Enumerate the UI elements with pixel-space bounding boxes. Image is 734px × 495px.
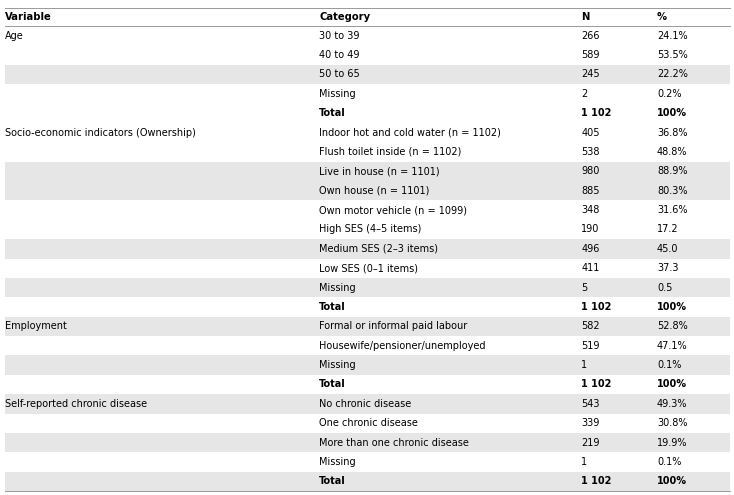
Text: 100%: 100% [657,108,687,118]
Text: Self-reported chronic disease: Self-reported chronic disease [5,399,148,409]
Text: More than one chronic disease: More than one chronic disease [319,438,469,447]
Bar [5,239,730,258]
Bar [5,181,730,200]
Text: 589: 589 [581,50,600,60]
Bar [5,162,730,181]
Text: No chronic disease: No chronic disease [319,399,412,409]
Bar [5,433,730,452]
Text: Category: Category [319,12,371,22]
Bar [5,394,730,413]
Text: Housewife/pensioner/unemployed: Housewife/pensioner/unemployed [319,341,486,350]
Text: 543: 543 [581,399,600,409]
Text: 582: 582 [581,321,600,331]
Text: Low SES (0–1 items): Low SES (0–1 items) [319,263,418,273]
Text: Missing: Missing [319,89,356,99]
Text: 538: 538 [581,147,600,157]
Text: 53.5%: 53.5% [657,50,688,60]
Text: Flush toilet inside (n = 1102): Flush toilet inside (n = 1102) [319,147,462,157]
Text: 5: 5 [581,283,588,293]
Text: 0.5: 0.5 [657,283,672,293]
Text: Total: Total [319,108,346,118]
Bar [5,355,730,375]
Text: 47.1%: 47.1% [657,341,688,350]
Text: High SES (4–5 items): High SES (4–5 items) [319,224,421,235]
Text: 266: 266 [581,31,600,41]
Text: Variable: Variable [5,12,52,22]
Text: 885: 885 [581,186,600,196]
Text: 339: 339 [581,418,600,428]
Text: 40 to 49: 40 to 49 [319,50,360,60]
Text: 0.1%: 0.1% [657,360,681,370]
Text: 0.2%: 0.2% [657,89,681,99]
Text: Medium SES (2–3 items): Medium SES (2–3 items) [319,244,438,254]
Text: 219: 219 [581,438,600,447]
Bar [5,472,730,491]
Text: 1 102: 1 102 [581,380,611,390]
Text: 48.8%: 48.8% [657,147,688,157]
Text: One chronic disease: One chronic disease [319,418,418,428]
Text: 88.9%: 88.9% [657,166,688,176]
Bar [5,65,730,84]
Text: Indoor hot and cold water (n = 1102): Indoor hot and cold water (n = 1102) [319,128,501,138]
Text: 519: 519 [581,341,600,350]
Text: 2: 2 [581,89,588,99]
Text: 52.8%: 52.8% [657,321,688,331]
Text: N: N [581,12,589,22]
Text: 37.3: 37.3 [657,263,678,273]
Text: 100%: 100% [657,476,687,486]
Text: Missing: Missing [319,360,356,370]
Text: 1: 1 [581,360,587,370]
Text: 80.3%: 80.3% [657,186,688,196]
Text: 1 102: 1 102 [581,476,611,486]
Text: 348: 348 [581,205,600,215]
Text: 24.1%: 24.1% [657,31,688,41]
Text: Employment: Employment [5,321,67,331]
Bar [5,317,730,336]
Text: 31.6%: 31.6% [657,205,688,215]
Text: Total: Total [319,476,346,486]
Text: Total: Total [319,302,346,312]
Text: 49.3%: 49.3% [657,399,688,409]
Text: 1 102: 1 102 [581,108,611,118]
Text: 1: 1 [581,457,587,467]
Text: 30 to 39: 30 to 39 [319,31,360,41]
Text: 22.2%: 22.2% [657,69,688,79]
Text: 100%: 100% [657,302,687,312]
Text: 496: 496 [581,244,600,254]
Text: 17.2: 17.2 [657,224,678,235]
Text: Missing: Missing [319,283,356,293]
Text: Own house (n = 1101): Own house (n = 1101) [319,186,429,196]
Text: 405: 405 [581,128,600,138]
Text: 1 102: 1 102 [581,302,611,312]
Text: Total: Total [319,380,346,390]
Text: 411: 411 [581,263,600,273]
Text: 36.8%: 36.8% [657,128,688,138]
Text: Missing: Missing [319,457,356,467]
Text: 0.1%: 0.1% [657,457,681,467]
Text: 45.0: 45.0 [657,244,678,254]
Text: 30.8%: 30.8% [657,418,688,428]
Text: Formal or informal paid labour: Formal or informal paid labour [319,321,468,331]
Text: Own motor vehicle (n = 1099): Own motor vehicle (n = 1099) [319,205,468,215]
Text: 980: 980 [581,166,600,176]
Text: Live in house (n = 1101): Live in house (n = 1101) [319,166,440,176]
Text: Age: Age [5,31,24,41]
Text: 190: 190 [581,224,600,235]
Text: %: % [657,12,667,22]
Text: Socio-economic indicators (Ownership): Socio-economic indicators (Ownership) [5,128,196,138]
Text: 19.9%: 19.9% [657,438,688,447]
Text: 50 to 65: 50 to 65 [319,69,360,79]
Bar [5,278,730,297]
Text: 245: 245 [581,69,600,79]
Text: 100%: 100% [657,380,687,390]
